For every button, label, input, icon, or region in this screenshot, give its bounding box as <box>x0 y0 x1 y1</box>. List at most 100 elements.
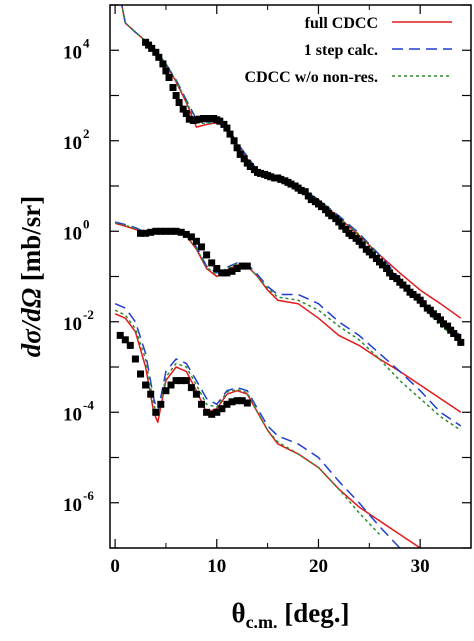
y-tick-label-0: 10 <box>63 42 82 63</box>
data-point-2-3 <box>131 355 139 363</box>
data-point-1-16 <box>218 269 226 277</box>
data-point-0-63 <box>355 237 363 245</box>
data-point-0-23 <box>220 120 228 128</box>
data-point-0-40 <box>277 175 285 183</box>
data-point-0-13 <box>185 115 193 123</box>
data-point-0-58 <box>338 222 346 230</box>
data-point-0-12 <box>182 110 190 117</box>
data-point-0-61 <box>348 232 356 240</box>
data-point-0-31 <box>246 163 254 170</box>
data-point-1-6 <box>167 227 175 235</box>
data-point-2-8 <box>157 400 165 408</box>
data-point-1-0 <box>137 229 144 237</box>
y-tick-exponent-0: 4 <box>83 35 90 50</box>
data-point-2-6 <box>147 390 155 398</box>
data-point-1-9 <box>182 230 190 238</box>
data-point-0-24 <box>223 124 231 132</box>
data-point-0-93 <box>457 338 465 346</box>
data-point-2-11 <box>172 377 180 385</box>
data-point-0-92 <box>454 333 462 341</box>
data-point-0-28 <box>236 150 244 158</box>
data-point-0-34 <box>257 169 264 177</box>
data-point-0-76 <box>399 281 407 289</box>
data-point-0-2 <box>148 44 156 52</box>
data-point-2-16 <box>198 400 205 408</box>
data-point-2-1 <box>121 336 129 344</box>
data-point-0-27 <box>233 144 241 152</box>
data-point-0-87 <box>437 316 444 324</box>
series-1-curve-0 <box>121 5 462 337</box>
data-point-1-19 <box>233 265 241 272</box>
data-point-2-4 <box>137 370 144 378</box>
data-point-0-10 <box>175 99 183 106</box>
data-point-1-3 <box>152 227 160 235</box>
data-point-0-79 <box>409 291 417 298</box>
data-point-1-5 <box>162 227 170 235</box>
data-point-0-22 <box>216 117 224 125</box>
data-point-0-52 <box>318 203 325 211</box>
data-point-2-14 <box>187 384 195 392</box>
data-point-0-4 <box>155 53 163 61</box>
data-point-1-8 <box>177 228 185 236</box>
data-point-0-70 <box>379 261 386 269</box>
x-axis-title: θc.m. [deg.] <box>231 598 349 632</box>
data-point-1-4 <box>157 227 165 235</box>
legend-label-2: CDCC w/o non-res. <box>245 69 378 86</box>
series-2-curve-2 <box>114 309 381 535</box>
data-point-0-25 <box>226 130 234 138</box>
data-point-0-49 <box>307 196 315 204</box>
data-point-0-11 <box>179 105 187 113</box>
data-point-0-91 <box>450 330 458 337</box>
data-point-0-77 <box>403 284 411 292</box>
data-point-1-17 <box>223 269 231 277</box>
y-tick-exponent-3: -2 <box>83 307 94 322</box>
data-point-1-21 <box>243 262 251 270</box>
data-point-0-64 <box>358 241 366 249</box>
data-point-0-6 <box>162 67 170 75</box>
data-point-0-29 <box>240 155 248 163</box>
y-tick-label-5: 10 <box>63 495 82 516</box>
data-point-1-11 <box>192 237 200 245</box>
data-point-2-21 <box>223 400 231 408</box>
data-point-2-17 <box>203 408 211 416</box>
data-point-2-15 <box>192 390 200 398</box>
data-point-0-47 <box>301 188 309 196</box>
data-point-2-18 <box>208 410 216 418</box>
y-tick-label-2: 10 <box>63 223 82 244</box>
data-point-2-24 <box>238 397 246 405</box>
y-tick-exponent-2: 0 <box>83 216 90 231</box>
data-point-2-9 <box>162 387 170 395</box>
data-point-0-26 <box>230 137 238 145</box>
data-point-0-43 <box>287 180 295 188</box>
data-point-0-74 <box>393 275 401 283</box>
data-point-1-2 <box>147 228 155 236</box>
data-point-0-72 <box>386 269 394 277</box>
data-point-2-12 <box>177 377 185 385</box>
data-point-1-10 <box>187 233 195 241</box>
data-point-1-12 <box>198 243 205 251</box>
data-point-0-85 <box>429 310 437 318</box>
data-point-2-22 <box>228 398 236 406</box>
data-point-2-2 <box>126 341 134 349</box>
x-tick-label-0: 0 <box>110 556 120 577</box>
data-point-0-37 <box>267 173 275 181</box>
data-point-1-15 <box>213 265 221 272</box>
data-point-2-25 <box>243 399 251 407</box>
data-point-0-3 <box>152 48 160 56</box>
data-point-0-57 <box>335 218 343 226</box>
data-point-0-46 <box>297 186 305 194</box>
x-tick-label-10: 10 <box>207 556 226 577</box>
data-point-0-5 <box>159 60 167 68</box>
y-tick-label-1: 10 <box>63 133 82 154</box>
data-point-0-73 <box>389 273 397 280</box>
data-point-1-20 <box>238 262 246 270</box>
data-point-0-19 <box>206 115 214 122</box>
data-point-1-13 <box>203 251 211 259</box>
data-point-0-55 <box>328 212 336 220</box>
data-point-0-8 <box>169 84 177 91</box>
plot-area <box>110 5 471 548</box>
y-tick-exponent-1: 2 <box>83 126 90 141</box>
data-point-0-71 <box>383 265 391 272</box>
data-point-2-0 <box>116 331 124 339</box>
